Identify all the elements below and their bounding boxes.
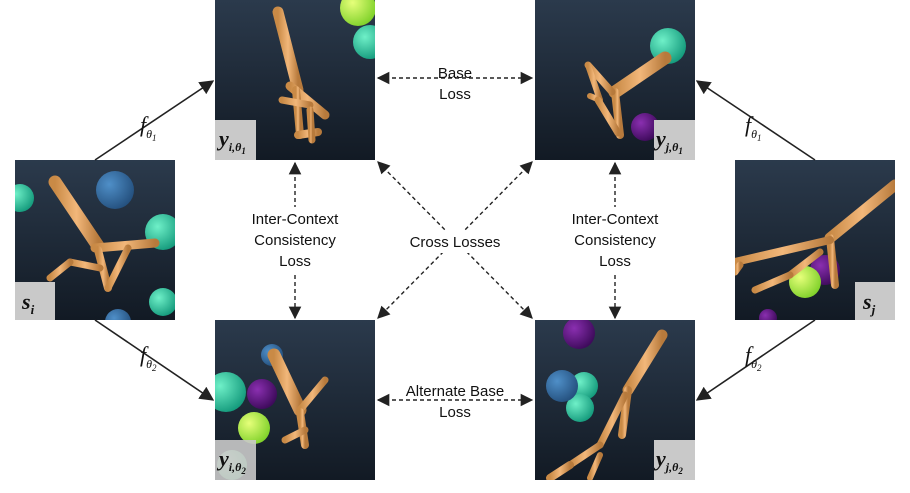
tag-y-j2: yj,θ2 — [653, 446, 683, 476]
arrow-cross-2 — [377, 161, 533, 319]
ball-teal — [570, 372, 598, 400]
alt-base-loss-label: Alternate Base Loss — [390, 381, 520, 423]
ball-teal — [215, 372, 246, 412]
tag-s-i: si — [21, 289, 35, 317]
ball-blue — [96, 171, 134, 209]
ball-teal — [566, 394, 594, 422]
icc-right-label: Inter-Context Consistency Loss — [555, 209, 675, 272]
ball-green — [238, 412, 270, 444]
robot-arm — [735, 179, 895, 294]
tag-box-s-j — [855, 282, 895, 320]
robot-arm — [272, 6, 330, 144]
base-loss-line-1: Base — [437, 65, 473, 82]
panel-s-i: si — [15, 160, 175, 320]
robot-arm — [584, 51, 672, 139]
tag-y-i1: yi,θ1 — [216, 126, 246, 156]
arrow-si-to-yi2 — [94, 319, 215, 401]
cross-losses-label: Cross Losses — [390, 232, 520, 253]
icc-right-line-2: Consistency — [574, 232, 656, 249]
panel-y-j-theta1: yj,θ1 — [535, 0, 695, 160]
arrow-si-to-yi1 — [94, 80, 215, 161]
ball-purple — [631, 113, 659, 141]
tag-y-j1: yj,θ1 — [653, 126, 683, 156]
tag-box-y-i2 — [215, 440, 256, 480]
panel-y-i-theta1: yi,θ1 — [215, 0, 375, 160]
ball-teal — [353, 25, 375, 59]
ball-blue — [105, 309, 131, 320]
panel-s-j: sj — [735, 160, 895, 320]
ball-purple — [247, 379, 277, 409]
icc-left-line-1: Inter-Context — [251, 211, 339, 228]
tag-box-s-i — [15, 282, 55, 320]
icc-right-line-3: Loss — [599, 253, 631, 270]
arrow-sj-to-yj2 — [695, 319, 816, 401]
robot-arm — [546, 329, 668, 480]
tag-box-y-j1 — [654, 120, 695, 160]
tag-s-j: sj — [862, 289, 876, 317]
base-loss-label: Base Loss — [415, 63, 495, 105]
cross-losses-text: Cross Losses — [409, 234, 501, 251]
ball-teal — [15, 184, 34, 212]
ball-teal — [149, 288, 175, 316]
robot-arm — [46, 175, 160, 292]
f-theta1-left-label: fθ1 — [140, 112, 157, 143]
icc-left-line-3: Loss — [279, 253, 311, 270]
arrow-sj-to-yj1 — [695, 80, 816, 161]
tag-box-y-j2 — [654, 440, 695, 480]
f-theta1-right-label: fθ1 — [745, 112, 762, 143]
ball-blue — [546, 370, 578, 402]
panel-y-i-theta2: yi,θ2 — [215, 320, 375, 480]
f-theta2-right-label: fθ2 — [745, 342, 762, 373]
base-loss-line-2: Loss — [439, 86, 471, 103]
alt-base-loss-line-2: Loss — [439, 404, 471, 421]
f-theta2-left-label: fθ2 — [140, 342, 157, 373]
ball-purple — [563, 320, 595, 349]
tag-box-y-i1 — [215, 120, 256, 160]
function-arrows — [94, 80, 816, 401]
icc-right-line-1: Inter-Context — [571, 211, 659, 228]
icc-left-label: Inter-Context Consistency Loss — [235, 209, 355, 272]
robot-arm — [267, 348, 329, 449]
alt-base-loss-line-1: Alternate Base — [405, 383, 505, 400]
tag-y-i2: yi,θ2 — [216, 446, 246, 476]
ball-green — [340, 0, 375, 26]
ball-purple — [759, 309, 777, 320]
panel-y-j-theta2: yj,θ2 — [535, 320, 695, 480]
icc-left-line-2: Consistency — [254, 232, 336, 249]
